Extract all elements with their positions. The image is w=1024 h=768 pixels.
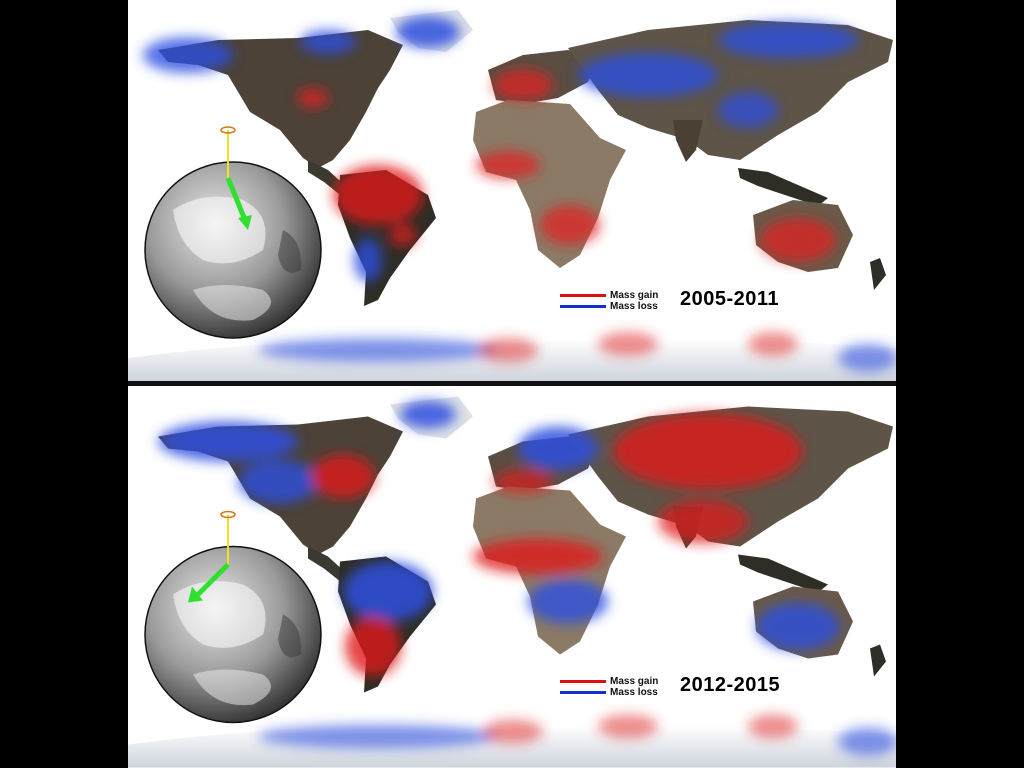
- legend-swatch-gain: [560, 680, 606, 683]
- world-map: [128, 10, 896, 381]
- globe-inset: [144, 126, 322, 339]
- legend-label-gain: Mass gain: [610, 676, 659, 687]
- legend: Mass gain Mass loss: [560, 290, 658, 312]
- period-label: 2005-2011: [680, 288, 780, 310]
- pole-drift-arrow: [196, 562, 230, 597]
- legend-item-loss: Mass loss: [560, 687, 658, 698]
- mass-change-overlay: [143, 16, 896, 372]
- map-panel-2005-2011: Mass gain Mass loss 2005-2011: [128, 0, 896, 381]
- legend-item-gain: Mass gain: [560, 676, 658, 687]
- legend-item-gain: Mass gain: [560, 290, 658, 301]
- legend-item-loss: Mass loss: [560, 301, 658, 312]
- legend-swatch-loss: [560, 691, 606, 694]
- period-label: 2012-2015: [680, 674, 781, 696]
- map-panel-2012-2015: Mass gain Mass loss 2012-2015: [128, 386, 896, 768]
- legend-label-loss: Mass loss: [610, 687, 658, 698]
- panel-divider: [128, 381, 896, 386]
- legend-swatch-gain: [560, 294, 606, 297]
- legend-swatch-loss: [560, 305, 606, 308]
- globe-inset: [144, 510, 322, 724]
- mass-change-overlay: [158, 400, 896, 756]
- world-map: [128, 396, 896, 768]
- legend: Mass gain Mass loss: [560, 676, 658, 698]
- legend-label-loss: Mass loss: [610, 301, 658, 312]
- pole-drift-arrow: [225, 177, 248, 221]
- legend-label-gain: Mass gain: [610, 290, 659, 301]
